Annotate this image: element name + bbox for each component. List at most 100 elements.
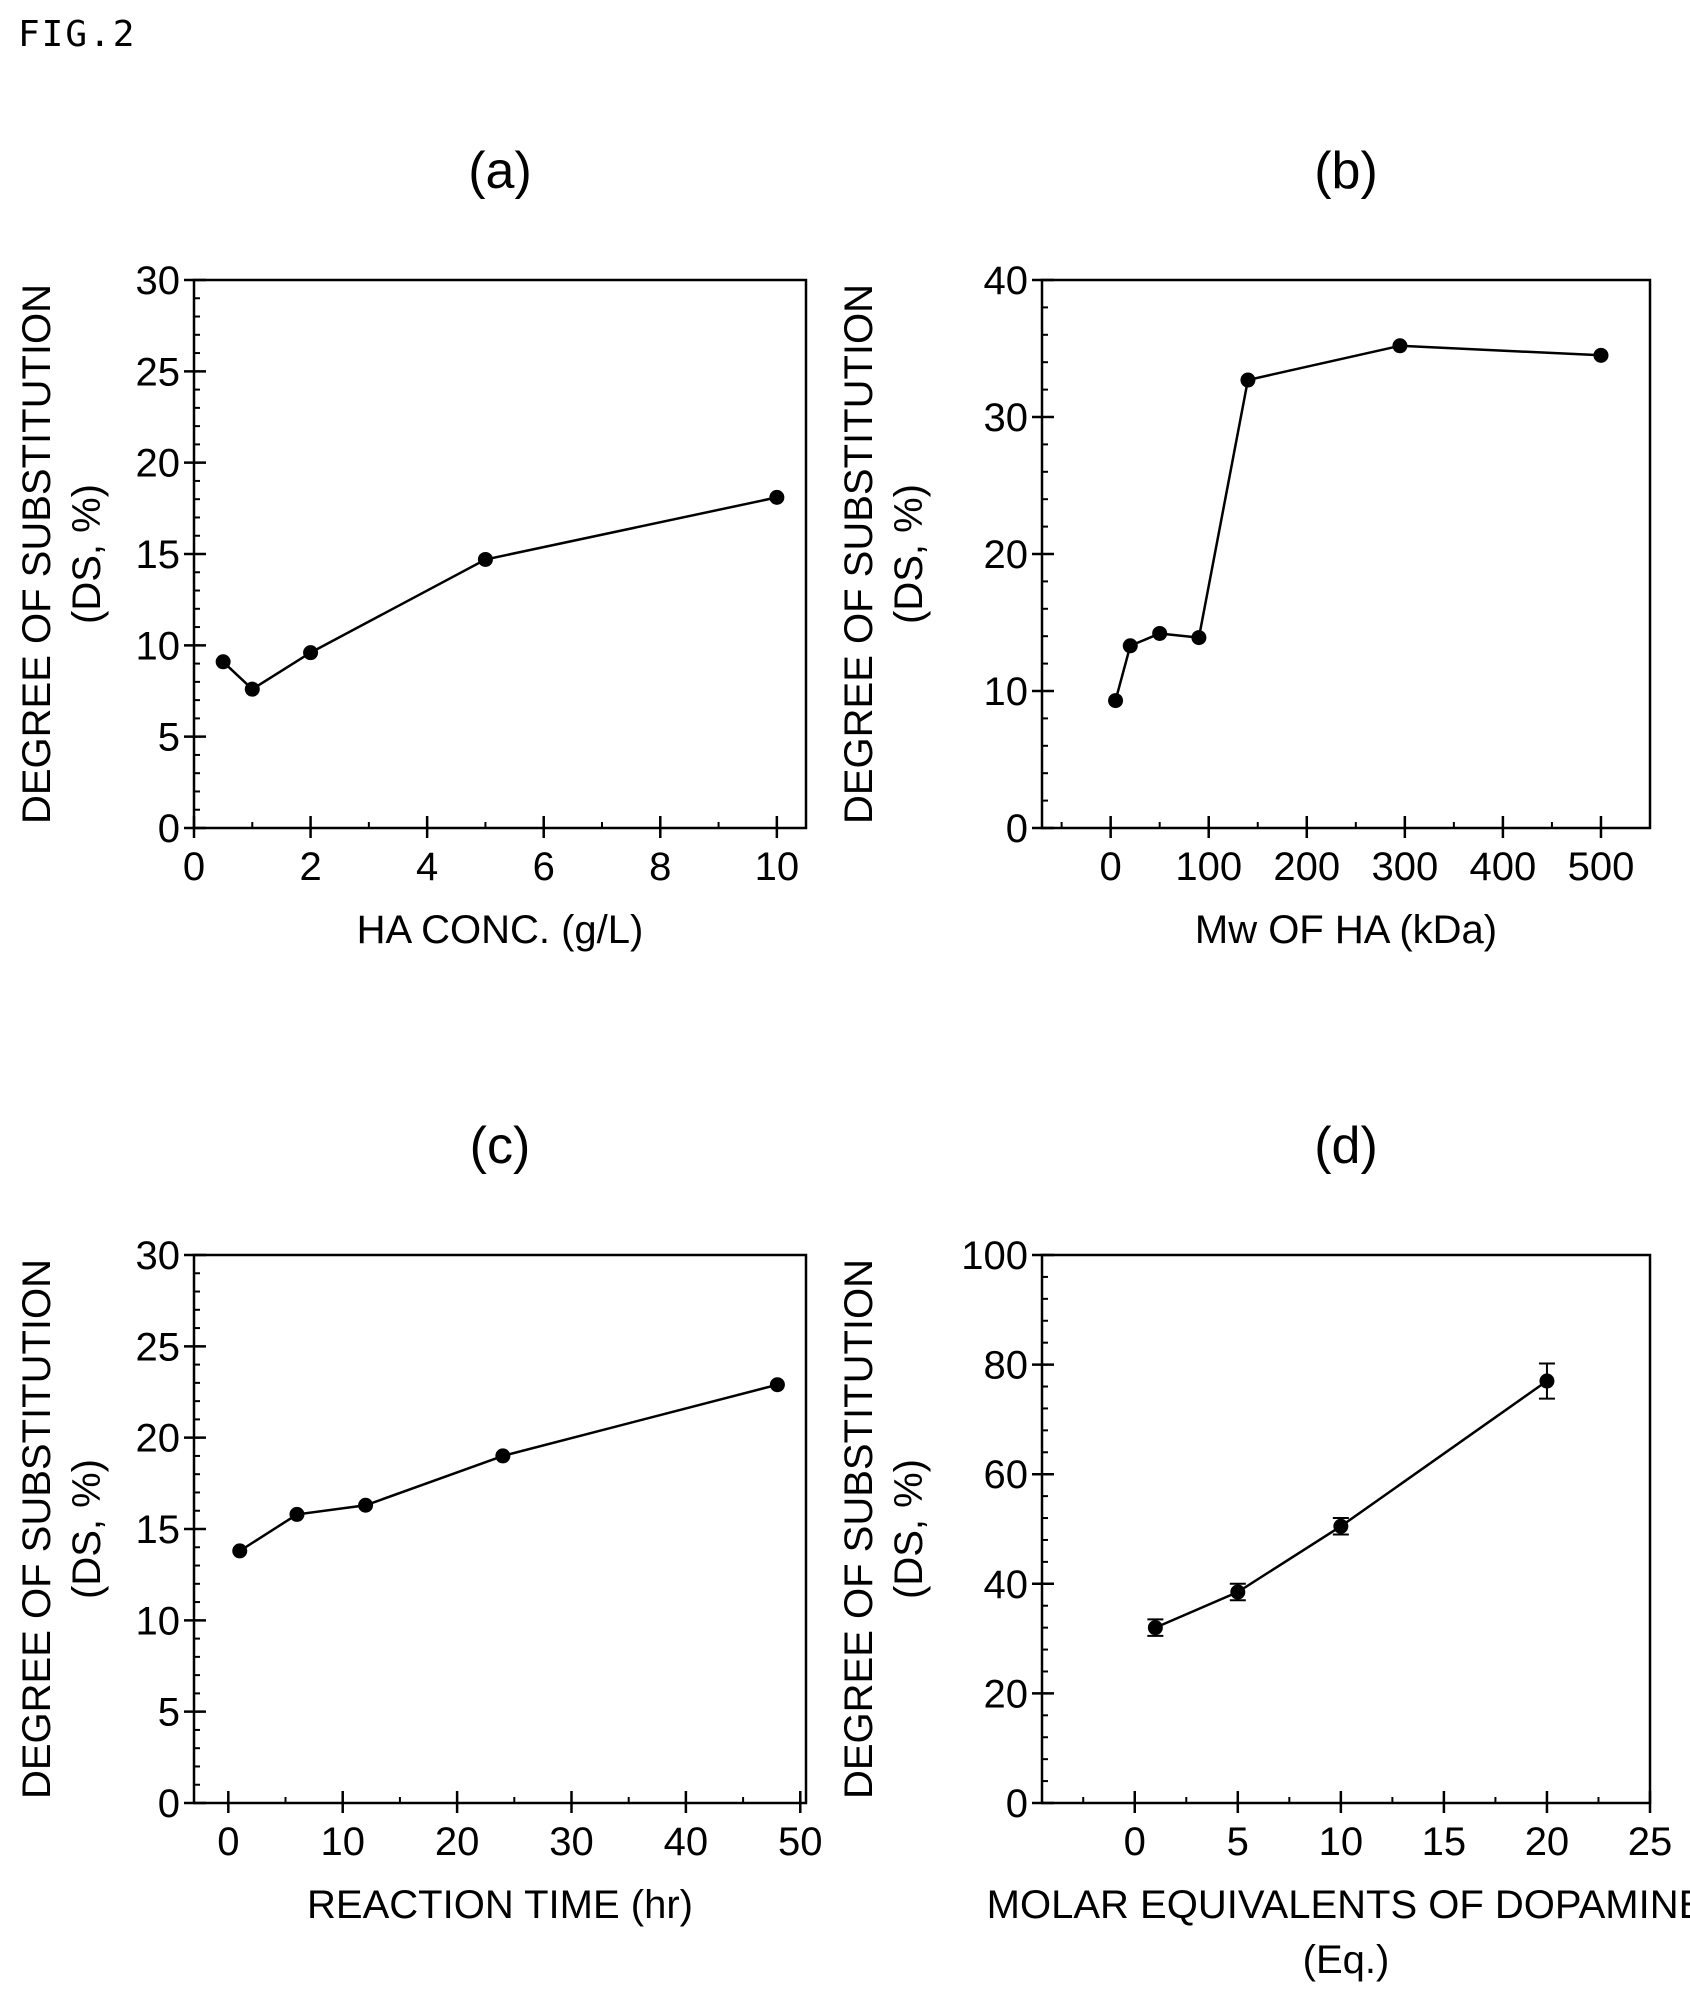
plot-frame bbox=[1040, 278, 1652, 830]
x-axis-title: HA CONC. (g/L) bbox=[357, 908, 644, 952]
x-tick-label: 300 bbox=[1371, 845, 1438, 889]
x-tick-label: 10 bbox=[320, 1820, 365, 1864]
series-line bbox=[239, 1383, 778, 1552]
data-point bbox=[358, 1497, 374, 1513]
x-tick-label: 15 bbox=[1422, 1820, 1467, 1864]
y-tick-label: 5 bbox=[158, 716, 180, 760]
y-tick-label: 0 bbox=[1006, 807, 1028, 851]
y-tick-label: 40 bbox=[984, 259, 1029, 303]
y-tick-label: 20 bbox=[984, 533, 1029, 577]
y-tick-label: 20 bbox=[136, 1417, 181, 1461]
y-axis-title: DEGREE OF SUBSTITUTION bbox=[15, 1259, 59, 1799]
data-point bbox=[1122, 638, 1138, 654]
data-point bbox=[1240, 372, 1256, 388]
y-axis-title-line2: (DS, %) bbox=[887, 1459, 931, 1599]
x-tick-label: 500 bbox=[1568, 845, 1635, 889]
y-tick-label: 80 bbox=[984, 1344, 1029, 1388]
data-point bbox=[1539, 1373, 1555, 1389]
chart-panel-c: (c) 0 5 10 15 20 25 30 0 10 20 30 40 50 REACTION TIME … bbox=[15, 1117, 823, 1927]
y-tick-label: 30 bbox=[136, 1234, 181, 1278]
y-tick-label: 10 bbox=[136, 1599, 181, 1643]
data-point bbox=[769, 1377, 785, 1393]
panel-title: (d) bbox=[1314, 1117, 1378, 1175]
x-tick-label: 0 bbox=[1124, 1820, 1146, 1864]
y-tick-label: 20 bbox=[984, 1672, 1029, 1716]
data-point bbox=[495, 1448, 511, 1464]
plot-frame bbox=[192, 278, 808, 830]
panel-title: (a) bbox=[468, 142, 532, 200]
panel-title: (c) bbox=[470, 1117, 531, 1175]
y-tick-label: 25 bbox=[136, 1325, 181, 1369]
data-point bbox=[1147, 1620, 1163, 1636]
x-tick-label: 6 bbox=[533, 845, 555, 889]
data-point bbox=[289, 1506, 305, 1522]
y-axis-title: DEGREE OF SUBSTITUTION bbox=[837, 284, 881, 824]
y-tick-label: 30 bbox=[136, 259, 181, 303]
data-point bbox=[1230, 1584, 1246, 1600]
data-point bbox=[215, 654, 231, 670]
y-tick-label: 15 bbox=[136, 533, 181, 577]
y-tick-label: 0 bbox=[1006, 1782, 1028, 1826]
y-axis-title: DEGREE OF SUBSTITUTION bbox=[837, 1259, 881, 1799]
data-point bbox=[303, 645, 319, 661]
y-axis-title-line2: (DS, %) bbox=[65, 484, 109, 624]
x-tick-label: 8 bbox=[649, 845, 671, 889]
panel-title: (b) bbox=[1314, 142, 1378, 200]
x-tick-label: 100 bbox=[1175, 845, 1242, 889]
x-tick-label: 10 bbox=[1319, 1820, 1364, 1864]
data-point bbox=[1108, 693, 1124, 709]
x-axis-title: Mw OF HA (kDa) bbox=[1195, 908, 1497, 952]
x-tick-label: 0 bbox=[217, 1820, 239, 1864]
x-tick-label: 50 bbox=[778, 1820, 823, 1864]
data-point bbox=[232, 1543, 248, 1559]
data-point bbox=[1333, 1518, 1349, 1534]
x-tick-label: 4 bbox=[416, 845, 438, 889]
plot-frame bbox=[1040, 1253, 1652, 1805]
x-tick-label: 5 bbox=[1227, 1820, 1249, 1864]
y-tick-label: 60 bbox=[984, 1453, 1029, 1497]
x-tick-label: 200 bbox=[1273, 845, 1340, 889]
data-point bbox=[477, 551, 493, 567]
y-tick-label: 15 bbox=[136, 1508, 181, 1552]
y-axis-title: DEGREE OF SUBSTITUTION bbox=[15, 284, 59, 824]
y-tick-label: 100 bbox=[961, 1234, 1028, 1278]
y-axis-title-line2: (DS, %) bbox=[887, 484, 931, 624]
y-tick-label: 25 bbox=[136, 350, 181, 394]
plot-frame bbox=[192, 1253, 808, 1805]
x-tick-label: 400 bbox=[1470, 845, 1537, 889]
chart-panel-a: (a) 0 5 10 15 20 25 30 0 2 4 6 8 10 HA CONC. (g/L) DEGR… bbox=[15, 142, 808, 952]
x-tick-label: 20 bbox=[1525, 1820, 1570, 1864]
data-point bbox=[1392, 338, 1408, 354]
x-tick-label: 20 bbox=[435, 1820, 480, 1864]
data-point bbox=[1191, 630, 1207, 646]
x-axis-title: MOLAR EQUIVALENTS OF DOPAMINE bbox=[987, 1883, 1690, 1927]
y-tick-label: 10 bbox=[984, 670, 1029, 714]
chart-panel-d: (d) 0 20 40 60 80 100 0 5 10 15 20 25 MOLAR EQUIVALEN… bbox=[837, 1117, 1690, 1982]
x-axis-title: REACTION TIME (hr) bbox=[307, 1883, 693, 1927]
y-tick-label: 30 bbox=[984, 396, 1029, 440]
x-tick-label: 0 bbox=[1100, 845, 1122, 889]
figure-label: FIG.2 bbox=[18, 14, 137, 55]
x-tick-label: 10 bbox=[755, 845, 800, 889]
x-tick-label: 0 bbox=[183, 845, 205, 889]
data-point bbox=[1152, 625, 1168, 641]
x-axis-title-line2: (Eq.) bbox=[1303, 1938, 1390, 1982]
x-tick-label: 30 bbox=[549, 1820, 594, 1864]
y-tick-label: 0 bbox=[158, 807, 180, 851]
series-line bbox=[1154, 1379, 1548, 1629]
y-tick-label: 10 bbox=[136, 624, 181, 668]
y-tick-label: 0 bbox=[158, 1782, 180, 1826]
data-point bbox=[1593, 347, 1609, 363]
x-tick-label: 25 bbox=[1628, 1820, 1673, 1864]
y-tick-label: 5 bbox=[158, 1691, 180, 1735]
y-axis-title-line2: (DS, %) bbox=[65, 1459, 109, 1599]
x-tick-label: 40 bbox=[664, 1820, 709, 1864]
y-tick-label: 20 bbox=[136, 442, 181, 486]
data-point bbox=[769, 489, 785, 505]
series-line bbox=[222, 496, 778, 691]
x-tick-label: 2 bbox=[299, 845, 321, 889]
series-line bbox=[1114, 344, 1602, 701]
